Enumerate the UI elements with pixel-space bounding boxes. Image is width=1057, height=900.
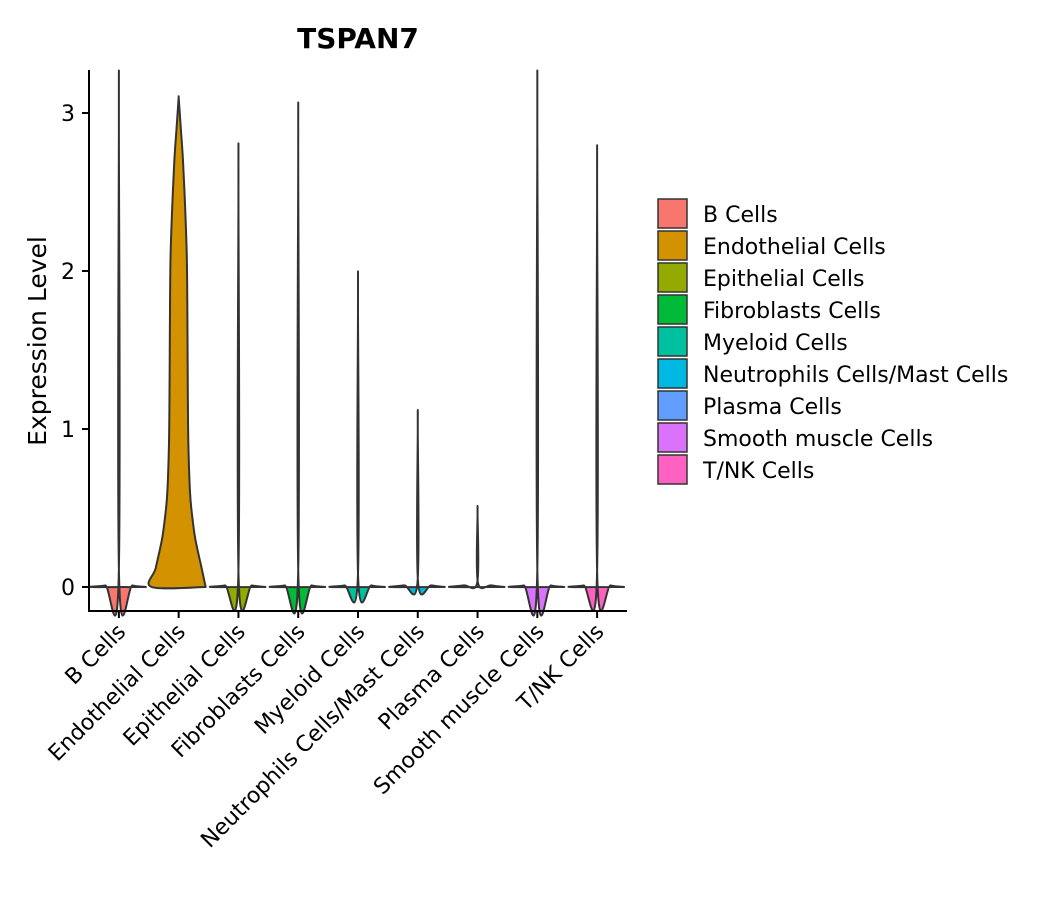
legend-swatch <box>657 358 688 389</box>
violin-4 <box>268 101 327 615</box>
plot-area <box>89 69 626 617</box>
legend-label: B Cells <box>703 203 778 228</box>
violin-9 <box>567 144 626 612</box>
violin-7 <box>448 504 506 590</box>
legend-label: T/NK Cells <box>702 459 814 484</box>
violin-5 <box>328 270 386 604</box>
violin-6 <box>388 408 446 596</box>
y-axis-label: Expression Level <box>23 236 52 446</box>
y-tick-label: 1 <box>61 418 75 443</box>
violin-3 <box>208 142 267 612</box>
y-tick-label: 2 <box>61 260 75 285</box>
legend-label: Epithelial Cells <box>703 267 864 292</box>
legend-swatch <box>657 326 688 357</box>
legend-swatch <box>657 294 688 325</box>
legend-label: Myeloid Cells <box>703 331 848 356</box>
y-tick-label: 3 <box>61 102 75 127</box>
legend-swatch <box>657 230 688 261</box>
legend-label: Endothelial Cells <box>703 235 886 260</box>
violin-2 <box>147 95 207 590</box>
x-tick-label: Plasma Cells <box>374 620 490 736</box>
legend-swatch <box>657 422 688 453</box>
violin-1 <box>89 69 147 617</box>
legend-label: Plasma Cells <box>703 395 842 420</box>
legend-swatch <box>657 390 688 421</box>
legend-swatch <box>657 454 688 485</box>
legend: B Cells Endothelial Cells Epithelial Cells… <box>657 198 1008 485</box>
violin-8 <box>507 69 566 617</box>
legend-swatch <box>657 262 688 293</box>
legend-swatch <box>657 198 688 229</box>
legend-label: Neutrophils Cells/Mast Cells <box>703 363 1008 388</box>
legend-label: Fibroblasts Cells <box>703 299 881 324</box>
legend-label: Smooth muscle Cells <box>703 427 933 452</box>
chart-title: TSPAN7 <box>297 22 419 55</box>
y-tick-label: 0 <box>61 576 75 601</box>
